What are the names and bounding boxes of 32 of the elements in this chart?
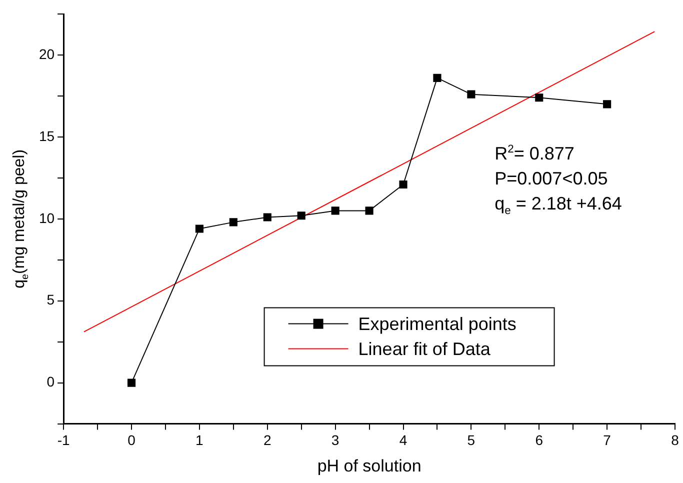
point: [365, 206, 374, 215]
point: [229, 218, 238, 226]
legend-label: Experimental points: [358, 314, 516, 334]
point: [433, 74, 442, 82]
point: [399, 180, 408, 189]
x-tick-label: 3: [331, 432, 340, 448]
point: [467, 90, 476, 98]
y-tick-label: 10: [38, 210, 55, 226]
x-tick-label: 0: [128, 432, 136, 448]
y-tick-label: 5: [46, 292, 55, 308]
x-tick-label: 8: [671, 432, 680, 448]
point: [127, 378, 136, 387]
point: [535, 94, 544, 102]
y-axis-title: qe(mg metal/g peel): [11, 149, 31, 288]
point: [297, 212, 306, 220]
point: [603, 100, 612, 108]
point: [263, 213, 272, 222]
annotation: P=0.007<0.05: [494, 168, 608, 188]
legend-label: Linear fit of Data: [358, 338, 492, 359]
x-tick-label: 2: [263, 432, 272, 448]
x-tick-label: 5: [467, 432, 476, 448]
x-tick-label: 4: [399, 432, 408, 448]
x-tick-label: 1: [196, 432, 204, 448]
y-tick-label: 0: [46, 374, 55, 390]
x-axis-title: pH of solution: [317, 456, 422, 476]
x-tick-label: -1: [57, 432, 70, 448]
point: [331, 206, 340, 215]
x-tick-label: 7: [603, 432, 612, 448]
y-tick-label: 20: [38, 46, 55, 62]
point: [195, 224, 204, 233]
x-tick-label: 6: [535, 432, 544, 448]
y-tick-label: 15: [38, 128, 55, 144]
